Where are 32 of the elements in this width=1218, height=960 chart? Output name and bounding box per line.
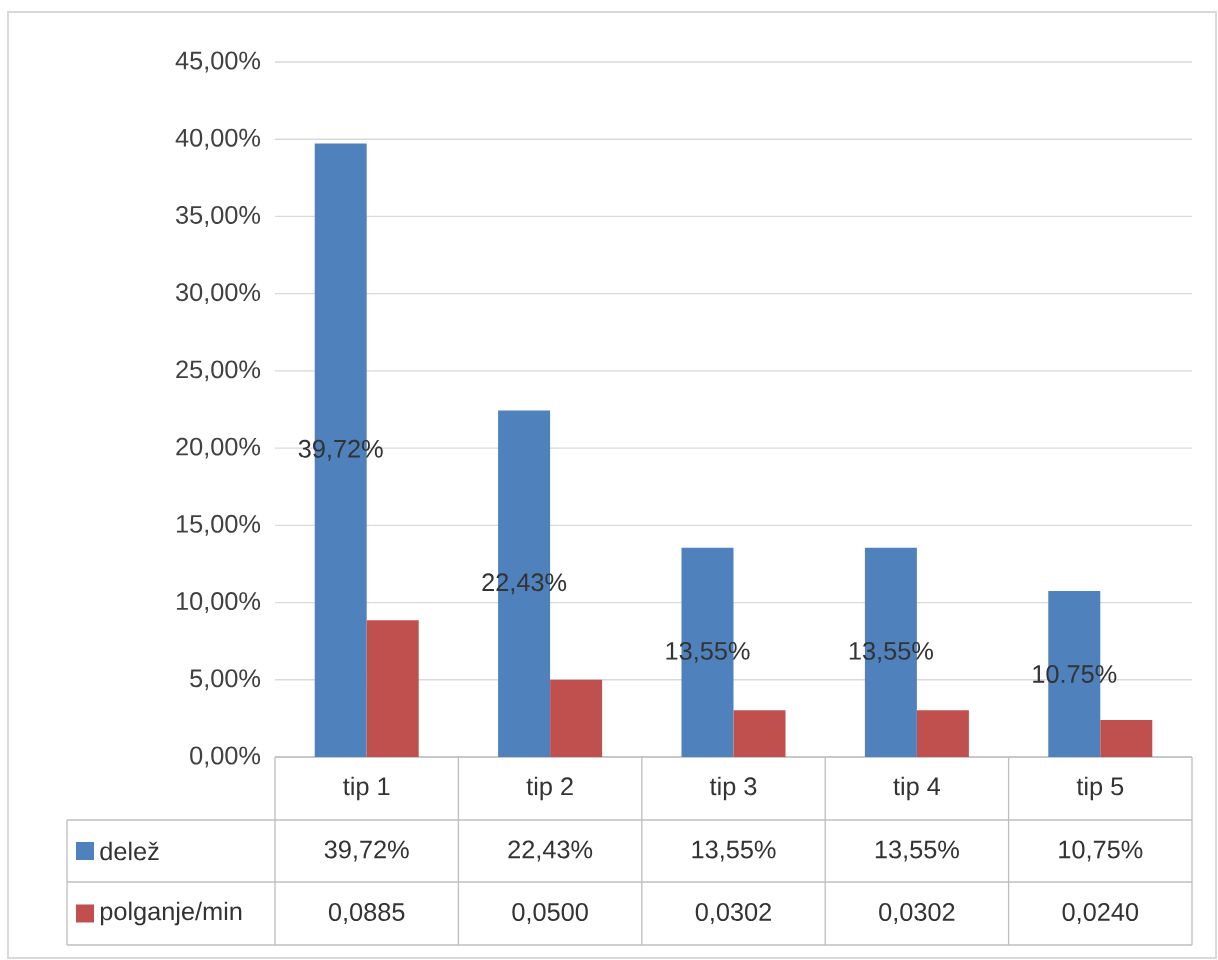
data-label: 0,0500 xyxy=(512,903,588,924)
y-tick-label: 25,00% xyxy=(176,360,261,382)
x-tick-label: tip 5 xyxy=(1076,776,1124,801)
y-tick-label: 15,00% xyxy=(176,514,261,536)
x-tick-label: tip 3 xyxy=(709,776,757,801)
y-tick-label: 0,00% xyxy=(190,746,261,768)
y-tick-label: 20,00% xyxy=(176,437,261,459)
data-label: 39,72% xyxy=(324,840,409,862)
data-label: 0,0302 xyxy=(879,903,955,924)
bar xyxy=(550,679,603,757)
y-tick-label: 45,00% xyxy=(175,51,261,73)
y-tick-label: 30,00% xyxy=(176,283,261,305)
data-label: 0,0240 xyxy=(1062,903,1139,924)
data-label: 13,55% xyxy=(875,840,959,862)
x-tick-label: tip 4 xyxy=(893,776,941,801)
data-label: 0,0885 xyxy=(328,903,405,924)
legend-label: delež xyxy=(100,841,159,861)
bar xyxy=(366,620,419,757)
x-tick-label: tip 1 xyxy=(343,776,390,801)
y-tick-label: 10,00% xyxy=(176,592,261,614)
data-label: 13,55% xyxy=(692,840,776,862)
y-tick-label: 5,00% xyxy=(190,669,261,691)
bar xyxy=(1100,719,1153,757)
bar xyxy=(916,710,969,757)
y-tick-label: 40,00% xyxy=(175,128,261,150)
y-tick-label: 35,00% xyxy=(176,205,261,227)
data-label: 10,75% xyxy=(1059,840,1143,862)
legend-label: polganje/min xyxy=(100,901,242,926)
bar xyxy=(733,710,786,757)
data-label: 0,0302 xyxy=(695,903,771,924)
data-label: 22,43% xyxy=(508,840,593,862)
x-tick-label: tip 2 xyxy=(526,776,573,801)
